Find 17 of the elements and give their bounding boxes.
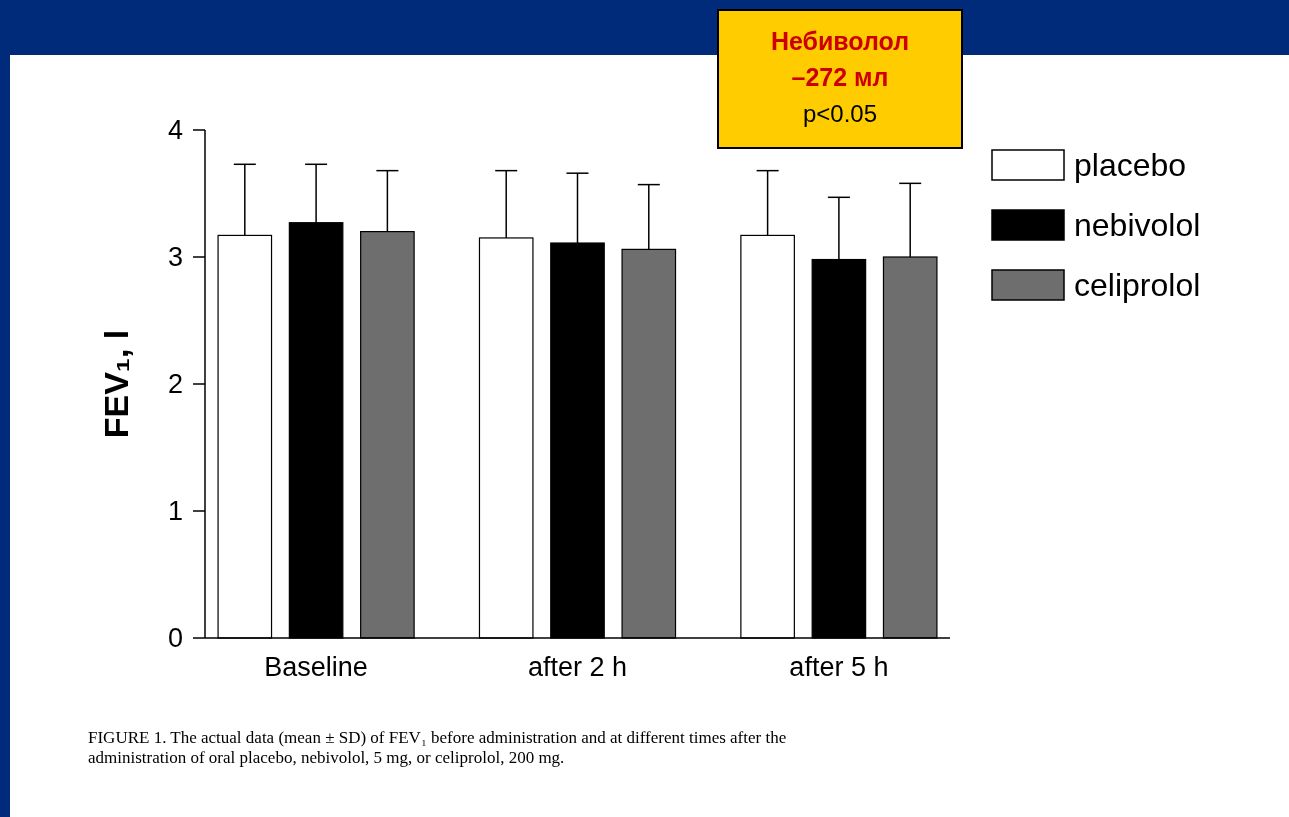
x-tick-label: after 5 h: [789, 652, 889, 682]
caption: FIGURE 1. The actual data (mean ± SD) of FEV₁ before administration and at different times after the: [88, 728, 787, 747]
y-tick-label: 3: [167, 242, 183, 273]
text: p<0.05: [802, 100, 878, 127]
legend-label: nebivolol: [1074, 207, 1201, 244]
y-axis-title: FEV₁, l: [97, 329, 135, 439]
y-tick-label: 2: [167, 369, 183, 400]
text: Небиволол: [770, 27, 910, 55]
legend-label: placebo: [1074, 147, 1187, 184]
text: –272 мл: [791, 63, 889, 91]
x-tick-label: Baseline: [264, 652, 368, 682]
y-tick-label: 4: [167, 115, 183, 146]
text: administration of oral placebo, nebivolol, 5 mg, or celiprolol, 200 mg.: [88, 748, 565, 767]
x-tick-label: after 2 h: [527, 652, 628, 682]
legend-label: celiprolol: [1074, 267, 1201, 304]
y-tick-label: 0: [167, 623, 183, 654]
y-tick-label: 1: [167, 496, 183, 527]
